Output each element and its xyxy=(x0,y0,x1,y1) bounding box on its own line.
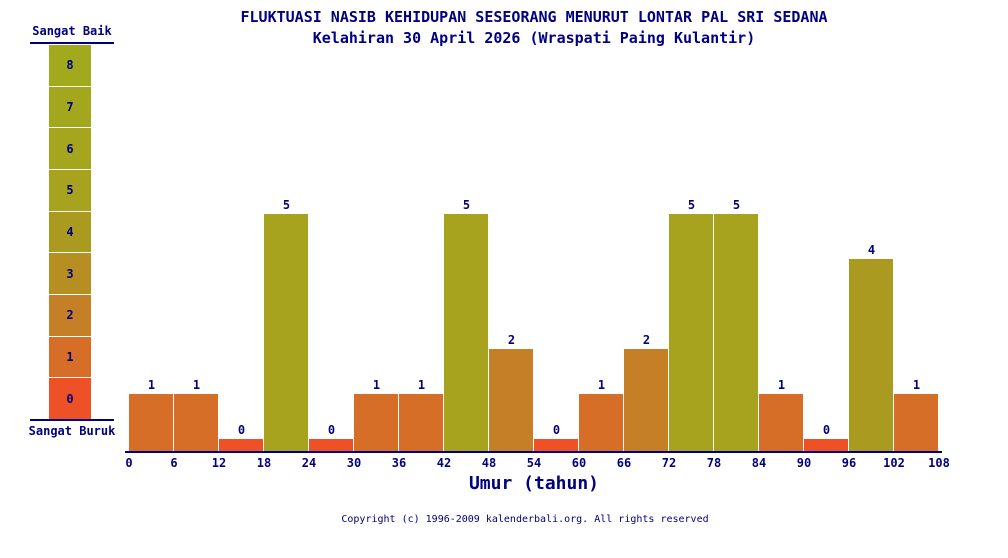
x-tick-90: 90 xyxy=(796,456,812,470)
legend-cell-6: 6 xyxy=(49,128,91,170)
bar-age-54-60 xyxy=(534,439,579,451)
bar-value-label: 2 xyxy=(642,333,651,347)
legend-best-label: Sangat Baik xyxy=(32,24,112,38)
x-tick-96: 96 xyxy=(841,456,857,470)
x-tick-60: 60 xyxy=(571,456,587,470)
legend-cell-7: 7 xyxy=(49,86,91,128)
bar-age-24-30 xyxy=(309,439,354,451)
bar-value-label: 5 xyxy=(687,198,696,212)
bar-value-label: 1 xyxy=(597,378,606,392)
x-tick-84: 84 xyxy=(751,456,767,470)
legend-cell-0: 0 xyxy=(49,378,91,420)
bar-age-78-84 xyxy=(714,214,759,451)
bar-age-48-54 xyxy=(489,349,534,451)
bar-value-label: 0 xyxy=(327,423,336,437)
legend-cell-4: 4 xyxy=(49,211,91,253)
x-tick-42: 42 xyxy=(436,456,452,470)
bar-value-label: 1 xyxy=(372,378,381,392)
x-tick-6: 6 xyxy=(170,456,178,470)
bar-value-label: 1 xyxy=(417,378,426,392)
bar-age-30-36 xyxy=(354,394,399,451)
x-tick-36: 36 xyxy=(391,456,407,470)
x-tick-18: 18 xyxy=(256,456,272,470)
bar-age-84-90 xyxy=(759,394,804,451)
legend-top-divider xyxy=(30,42,114,44)
bar-value-label: 1 xyxy=(912,378,921,392)
bar-age-36-42 xyxy=(399,394,444,451)
bar-age-6-12 xyxy=(174,394,219,451)
bar-age-66-72 xyxy=(624,349,669,451)
legend-cell-1: 1 xyxy=(49,336,91,378)
bar-age-96-102 xyxy=(849,259,894,451)
x-tick-0: 0 xyxy=(125,456,133,470)
legend-cell-3: 3 xyxy=(49,253,91,295)
x-tick-108: 108 xyxy=(928,456,950,470)
legend-cell-5: 5 xyxy=(49,170,91,211)
x-tick-78: 78 xyxy=(706,456,722,470)
x-tick-102: 102 xyxy=(883,456,905,470)
copyright-text: Copyright (c) 1996-2009 kalenderbali.org… xyxy=(341,514,709,525)
bar-age-0-6 xyxy=(129,394,174,451)
x-tick-24: 24 xyxy=(301,456,317,470)
bar-value-label: 1 xyxy=(777,378,786,392)
bar-age-60-66 xyxy=(579,394,624,451)
bar-value-label: 2 xyxy=(507,333,516,347)
bar-value-label: 0 xyxy=(552,423,561,437)
bar-age-90-96 xyxy=(804,439,849,451)
bar-value-label: 5 xyxy=(462,198,471,212)
bar-age-42-48 xyxy=(444,214,489,451)
x-tick-30: 30 xyxy=(346,456,362,470)
bar-value-label: 5 xyxy=(282,198,291,212)
bar-age-72-78 xyxy=(669,214,714,451)
bar-value-label: 5 xyxy=(732,198,741,212)
bar-value-label: 0 xyxy=(822,423,831,437)
x-tick-72: 72 xyxy=(661,456,677,470)
x-axis-line xyxy=(125,451,942,453)
x-tick-48: 48 xyxy=(481,456,497,470)
x-tick-66: 66 xyxy=(616,456,632,470)
bar-value-label: 1 xyxy=(192,378,201,392)
legend-worst-label: Sangat Buruk xyxy=(28,424,116,438)
legend-cell-2: 2 xyxy=(49,295,91,336)
x-axis-ticks: 0 6 12 18 24 30 36 42 48 54 60 66 72 78 84 90 96 102 108 xyxy=(125,456,949,472)
x-tick-54: 54 xyxy=(526,456,542,470)
legend-cell-8: 8 xyxy=(49,45,91,86)
bar-value-label: 0 xyxy=(237,423,246,437)
bar-age-102-108 xyxy=(894,394,939,451)
legend-bottom-divider xyxy=(30,419,114,421)
chart-title: FLUKTUASI NASIB KEHIDUPAN SESEORANG MENU… xyxy=(240,8,828,26)
x-tick-12: 12 xyxy=(211,456,227,470)
x-axis-title: Umur (tahun) xyxy=(468,473,600,494)
bar-value-label: 1 xyxy=(147,378,156,392)
bar-value-label: 4 xyxy=(867,243,876,257)
bar-age-18-24 xyxy=(264,214,309,451)
bar-age-12-18 xyxy=(219,439,264,451)
chart-subtitle: Kelahiran 30 April 2026 (Wraspati Paing … xyxy=(312,29,756,47)
